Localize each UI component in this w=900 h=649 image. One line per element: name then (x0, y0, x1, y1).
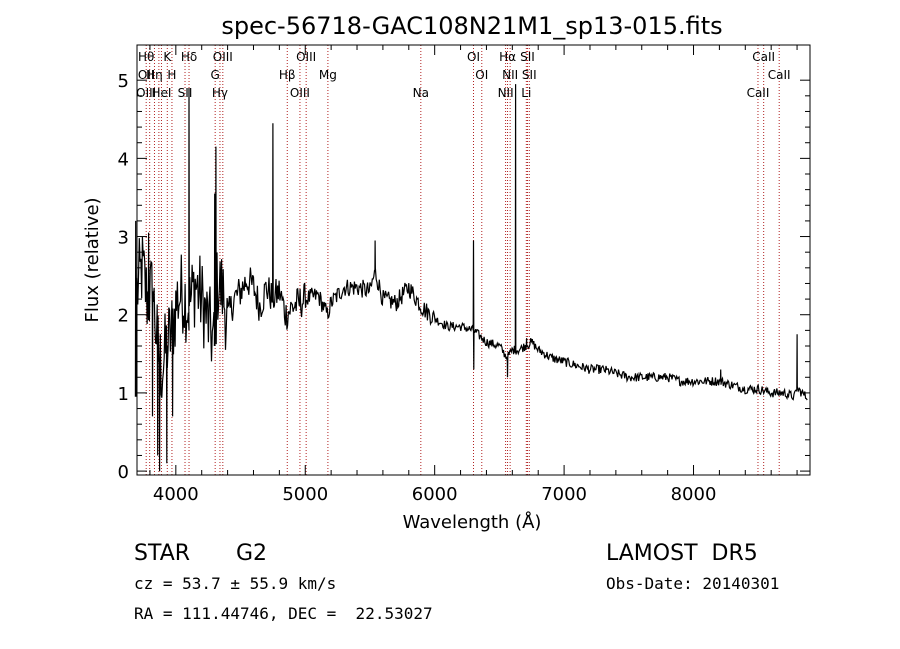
line-marker-label: Hβ (279, 68, 296, 82)
line-marker-label: NII (502, 68, 518, 82)
line-marker-label: SII (522, 68, 537, 82)
line-marker-label: OI (475, 68, 488, 82)
line-marker-label: G (211, 68, 220, 82)
x-tick-label: 4000 (153, 484, 199, 505)
line-marker-label: Hα (499, 50, 516, 64)
y-tick-label: 3 (118, 228, 129, 249)
line-marker-label: SII (178, 86, 193, 100)
y-tick-label: 1 (118, 384, 129, 405)
y-axis: 0 1 2 3 4 5 (118, 71, 810, 483)
x-axis-label: Wavelength (Å) (403, 511, 542, 533)
spectrum-line (134, 84, 808, 472)
line-marker-label: Hδ (181, 50, 197, 64)
y-tick-label: 5 (118, 71, 129, 92)
line-markers (145, 45, 780, 475)
x-tick-label: 5000 (282, 484, 328, 505)
object-class: STAR (134, 541, 191, 566)
line-marker-label: OI (467, 50, 480, 64)
line-marker-label: NII (498, 86, 514, 100)
line-marker-label: Mg (319, 68, 337, 82)
x-tick-label: 6000 (412, 484, 458, 505)
line-marker-label: CaII (768, 68, 791, 82)
line-marker-label: OII (138, 68, 155, 82)
y-axis-label: Flux (relative) (82, 197, 103, 322)
x-tick-label: 8000 (671, 484, 717, 505)
survey-name: LAMOST DR5 (606, 541, 758, 566)
line-marker-label: SII (520, 50, 535, 64)
object-subclass: G2 (236, 541, 268, 566)
line-marker-label: OIII (296, 50, 316, 64)
line-marker-label: Hθ (138, 50, 154, 64)
line-marker-label: K (163, 50, 172, 64)
redshift-text: cz = 53.7 ± 55.9 km/s (134, 574, 337, 593)
line-marker-label: CaII (747, 86, 770, 100)
y-tick-label: 4 (118, 149, 129, 170)
obs-date-text: Obs-Date: 20140301 (606, 574, 780, 593)
line-marker-label: Li (521, 86, 531, 100)
line-marker-label: Hη (146, 68, 163, 82)
line-marker-label: Na (413, 86, 429, 100)
line-marker-label: Hγ (212, 86, 228, 100)
line-marker-label: H (167, 68, 176, 82)
coordinates-text: RA = 111.44746, DEC = 22.53027 (134, 604, 433, 623)
x-axis: 4000 5000 6000 7000 8000 (149, 45, 798, 505)
line-marker-label: HeI (151, 86, 171, 100)
line-marker-label: OIII (290, 86, 310, 100)
line-marker-label: CaII (752, 50, 775, 64)
line-marker-label: OIII (136, 86, 156, 100)
y-tick-label: 0 (118, 462, 129, 483)
line-marker-label: OIII (213, 50, 233, 64)
x-tick-label: 7000 (541, 484, 587, 505)
line-marker-labels: HθOIIOIIIHηHeIKHSIIHδGHγOIIIHβOIIIOIIIMg… (136, 50, 790, 100)
plot-frame (136, 44, 811, 476)
y-tick-label: 2 (118, 306, 129, 327)
chart-title: spec-56718-GAC108N21M1_sp13-015.fits (221, 12, 722, 40)
